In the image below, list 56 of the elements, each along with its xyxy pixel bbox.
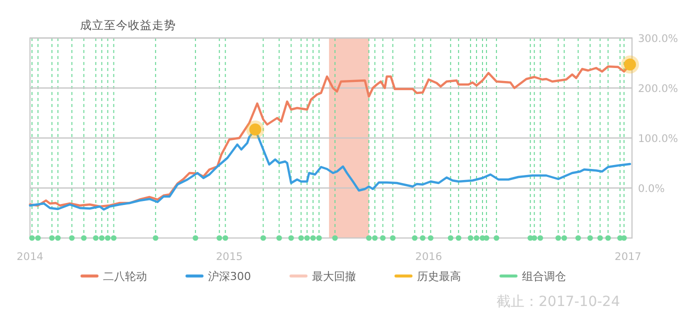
legend-label: 二八轮动 [103,270,147,283]
point [55,235,61,241]
point [35,235,41,241]
x-tick-label: 2017 [614,251,642,263]
point [152,235,158,241]
x-tick-label: 2015 [216,251,243,263]
point [192,235,198,241]
point [532,235,538,241]
point [222,235,228,241]
point [276,235,282,241]
y-tick-label: 100.0% [638,133,678,145]
point [104,235,111,241]
point [494,235,500,241]
point [468,235,474,241]
point [298,235,304,241]
point [310,235,316,241]
point [587,235,593,241]
point [49,235,55,241]
point [92,235,99,241]
point [605,235,611,241]
point [332,235,338,241]
y-tick-label: 300.0% [638,33,678,45]
point [575,235,581,241]
legend-label: 最大回撤 [312,270,356,283]
chart-title: 成立至今收益走势 [80,18,176,32]
point [561,235,568,241]
x-tick-label: 2016 [415,251,442,263]
point [390,235,396,241]
point [474,235,480,241]
point [216,235,222,241]
legend-label: 沪深300 [208,270,251,283]
point [288,235,294,241]
point [260,235,266,241]
point [420,235,426,241]
point [555,235,562,241]
point [81,235,87,241]
point [316,235,322,241]
point [372,235,378,241]
legend-label: 历史最高 [417,270,461,283]
point [69,235,75,241]
y-tick-label: 0.0% [638,183,665,195]
point [538,235,544,241]
point [110,235,117,241]
point [456,235,462,241]
y-tick-label: 200.0% [638,83,678,95]
x-tick-label: 2014 [16,251,44,263]
point [428,235,434,241]
point [448,235,454,241]
point [366,235,372,241]
point [412,235,418,241]
point [98,235,105,241]
point [597,235,603,241]
point [304,235,310,241]
point [29,235,35,241]
point [380,235,386,241]
legend-label: 组合调仓 [522,270,566,283]
